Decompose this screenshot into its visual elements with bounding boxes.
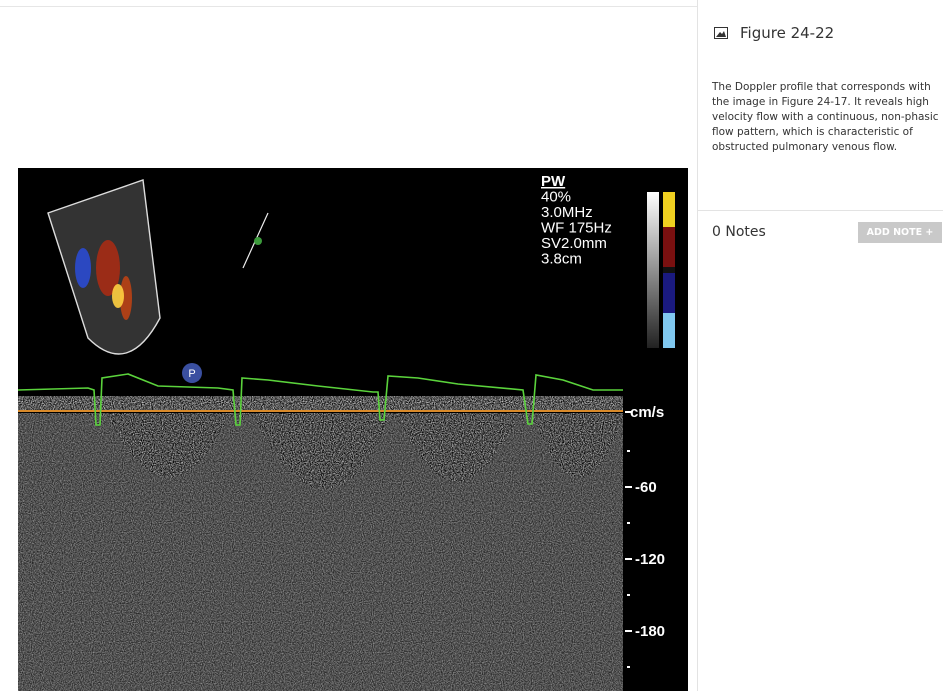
add-note-button[interactable]: ADD NOTE + bbox=[858, 222, 942, 243]
scale-label: -60 bbox=[635, 479, 657, 496]
marker-label: P bbox=[188, 368, 195, 380]
image-icon bbox=[714, 27, 728, 39]
side-panel: Figure 24-22 The Doppler profile that co… bbox=[697, 0, 943, 691]
velocity-bar-segment bbox=[663, 192, 675, 227]
setting-label: 3.8cm bbox=[541, 251, 582, 268]
setting-label: 3.0MHz bbox=[541, 204, 593, 221]
setting-label: 40% bbox=[541, 189, 571, 206]
figure-caption: The Doppler profile that corresponds wit… bbox=[712, 80, 942, 155]
scale-unit: cm/s bbox=[630, 404, 664, 421]
velocity-bar-segment bbox=[663, 227, 675, 267]
scale-label: -180 bbox=[635, 623, 665, 640]
setting-label: PW bbox=[541, 173, 566, 190]
divider bbox=[0, 6, 697, 7]
setting-label: SV2.0mm bbox=[541, 235, 607, 252]
setting-label: WF 175Hz bbox=[541, 220, 612, 237]
page: P PW40%3.0MHzWF 175HzSV2.0mm3.8cm cm/s -6… bbox=[0, 0, 943, 691]
velocity-bar-segment bbox=[663, 273, 675, 313]
baseline-band bbox=[18, 396, 623, 411]
figure-title: Figure 24-22 bbox=[740, 24, 834, 42]
scale-label: -120 bbox=[635, 551, 665, 568]
sample-gate bbox=[254, 237, 262, 245]
notes-count: 0 Notes bbox=[712, 224, 766, 240]
color-flow bbox=[112, 284, 124, 308]
color-flow bbox=[75, 248, 91, 288]
velocity-bar-segment bbox=[663, 313, 675, 348]
divider bbox=[698, 210, 943, 211]
